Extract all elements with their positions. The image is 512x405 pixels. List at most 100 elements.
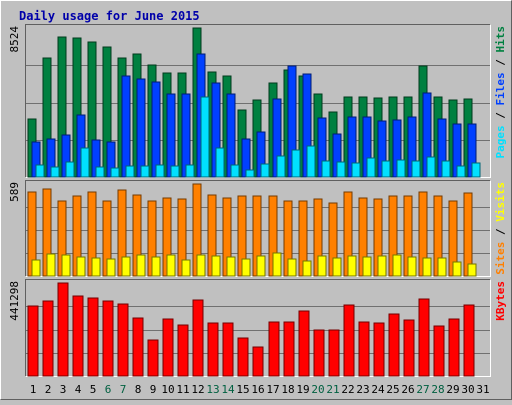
bar-kbytes-kbytes: KBytes 12: 361000	[192, 299, 204, 377]
bar-kbytes-kbytes: KBytes 5: 369000	[87, 297, 99, 377]
x-tick-label: 5	[90, 383, 97, 396]
x-tick-label: 19	[296, 383, 309, 396]
x-tick-label: 23	[356, 383, 369, 396]
bar-requests-pages: Pages 17: 1180	[276, 155, 286, 178]
legend-item: Hits	[494, 26, 507, 53]
bar-requests-pages: Pages 3: 860	[65, 161, 75, 178]
bar-kbytes-kbytes: KBytes 13: 253000	[207, 322, 219, 377]
x-tick-label: 30	[461, 383, 474, 396]
bar-requests-pages: Pages 4: 1640	[80, 147, 90, 178]
bar-kbytes-kbytes: KBytes 8: 276000	[132, 317, 144, 377]
bar-visitors-visits: Visits 21: 113	[332, 257, 342, 277]
bar-visitors-visits: Visits 8: 135	[136, 254, 146, 277]
x-tick-label: 18	[281, 383, 294, 396]
x-tick-label: 28	[431, 383, 444, 396]
bar-visitors-visits: Visits 18: 108	[287, 258, 297, 277]
bar-visitors-visits: Visits 12: 132	[196, 254, 206, 277]
x-tick-label: 17	[266, 383, 279, 396]
bar-visitors-visits: Visits 20: 128	[317, 255, 327, 277]
bar-kbytes-kbytes: KBytes 3: 441298	[57, 282, 69, 377]
bar-visitors-visits: Visits 22: 128	[347, 255, 357, 277]
bar-visitors-visits: Visits 28: 113	[437, 257, 447, 277]
bar-visitors-visits: Visits 19: 98	[302, 260, 312, 277]
panel-kbytes: 441298 KBytes KBytes 1: 330000KBytes 2: 35…	[8, 279, 507, 377]
legend-item: KBytes	[494, 281, 507, 321]
x-tick-label: 29	[446, 383, 459, 396]
bar-requests-files: Files 8: 5630	[136, 78, 146, 178]
x-tick-label: 22	[341, 383, 354, 396]
bar-requests-pages: Pages 24: 900	[381, 160, 391, 178]
plot-border-dark	[25, 279, 491, 377]
bar-kbytes-kbytes: KBytes 1: 330000	[27, 305, 39, 377]
bar-kbytes-kbytes: KBytes 25: 292000	[388, 313, 400, 377]
legend-separator: /	[494, 53, 507, 73]
bar-kbytes-kbytes: KBytes 27: 365000	[418, 298, 430, 377]
x-tick-label: 1	[30, 383, 37, 396]
bar-requests-pages: Pages 10: 640	[170, 165, 180, 178]
bar-requests-pages: Pages 18: 1570	[291, 149, 301, 178]
bar-visitors-visits: Visits 6: 108	[106, 258, 116, 277]
bar-kbytes-kbytes: KBytes 23: 257000	[358, 321, 370, 377]
bar-requests-pages: Pages 25: 950	[396, 159, 406, 178]
bar-visitors-visits: Visits 9: 123	[151, 256, 161, 277]
bar-requests-pages: Pages 11: 690	[185, 164, 195, 178]
y-max-label: 589	[8, 182, 21, 202]
bar-requests-pages: Pages 5: 550	[95, 166, 105, 178]
bar-visitors-visits: Visits 13: 128	[211, 255, 221, 277]
bar-visitors-visits: Visits 16: 126	[256, 255, 266, 277]
bar-requests-pages: Pages 13: 1650	[215, 147, 225, 178]
bar-visitors-visits: Visits 2: 140	[46, 253, 56, 277]
bar-requests-files: Files 10: 4740	[166, 93, 176, 178]
x-tick-label: 3	[60, 383, 67, 396]
bar-requests-pages: Pages 19: 1800	[306, 145, 316, 178]
bar-kbytes-kbytes: KBytes 10: 269000	[162, 318, 174, 377]
bar-kbytes-kbytes: KBytes 4: 378000	[72, 295, 84, 377]
bar-visitors-visits: Visits 24: 125	[377, 255, 387, 277]
bar-visitors-visits: Visits 1: 105	[31, 259, 41, 277]
legend-kbytes: KBytes	[494, 281, 507, 321]
chart-title: Daily usage for June 2015	[19, 9, 200, 23]
bar-kbytes-kbytes: KBytes 21: 218000	[328, 329, 340, 377]
legend-separator: /	[494, 106, 507, 126]
x-tick-label: 16	[251, 383, 264, 396]
bar-visitors-visits: Visits 5: 115	[91, 257, 101, 277]
bar-visitors-visits: Visits 25: 133	[392, 254, 402, 277]
x-tick-label: 20	[311, 383, 324, 396]
legend-item: Pages	[494, 125, 507, 158]
x-tick-label: 13	[206, 383, 219, 396]
bar-visitors-visits: Visits 14: 123	[226, 256, 236, 277]
bar-kbytes-kbytes: KBytes 14: 250000	[222, 322, 234, 377]
bar-kbytes-kbytes: KBytes 17: 255000	[268, 321, 280, 377]
bar-kbytes-kbytes: KBytes 18: 254000	[283, 321, 295, 377]
bar-requests-pages: Pages 2: 600	[50, 166, 60, 178]
bar-requests-pages: Pages 1: 660	[35, 164, 45, 178]
bar-requests-pages: Pages 6: 530	[110, 167, 120, 178]
bar-visitors-visits: Visits 23: 120	[362, 256, 372, 277]
legend-item: Sites	[494, 242, 507, 275]
bar-visitors-visits: Visits 27: 113	[422, 257, 432, 277]
bar-kbytes-kbytes: KBytes 20: 220000	[313, 329, 325, 377]
x-tick-label: 25	[386, 383, 399, 396]
bar-visitors-visits: Visits 11: 104	[181, 259, 191, 277]
x-tick-label: 4	[75, 383, 82, 396]
bar-kbytes-kbytes: KBytes 6: 357000	[102, 300, 114, 377]
bar-requests-pages: Pages 22: 790	[351, 162, 361, 178]
x-tick-label: 11	[176, 383, 189, 396]
x-tick-label: 7	[120, 383, 127, 396]
x-tick-label: 12	[191, 383, 204, 396]
bar-visitors-visits: Visits 17: 150	[272, 252, 282, 277]
bar-kbytes-kbytes: KBytes 26: 268000	[403, 319, 415, 377]
plot-border-dark	[25, 24, 491, 178]
x-tick-label: 6	[105, 383, 112, 396]
legend-item: Visits	[494, 182, 507, 222]
bar-kbytes-kbytes: KBytes 29: 270000	[448, 318, 460, 377]
x-tick-label: 24	[371, 383, 385, 396]
x-tick-label: 10	[161, 383, 174, 396]
bar-kbytes-kbytes: KBytes 7: 343000	[117, 303, 129, 377]
bar-requests-pages: Pages 23: 1090	[366, 157, 376, 178]
bar-requests-pages: Pages 30: 810	[471, 162, 481, 178]
